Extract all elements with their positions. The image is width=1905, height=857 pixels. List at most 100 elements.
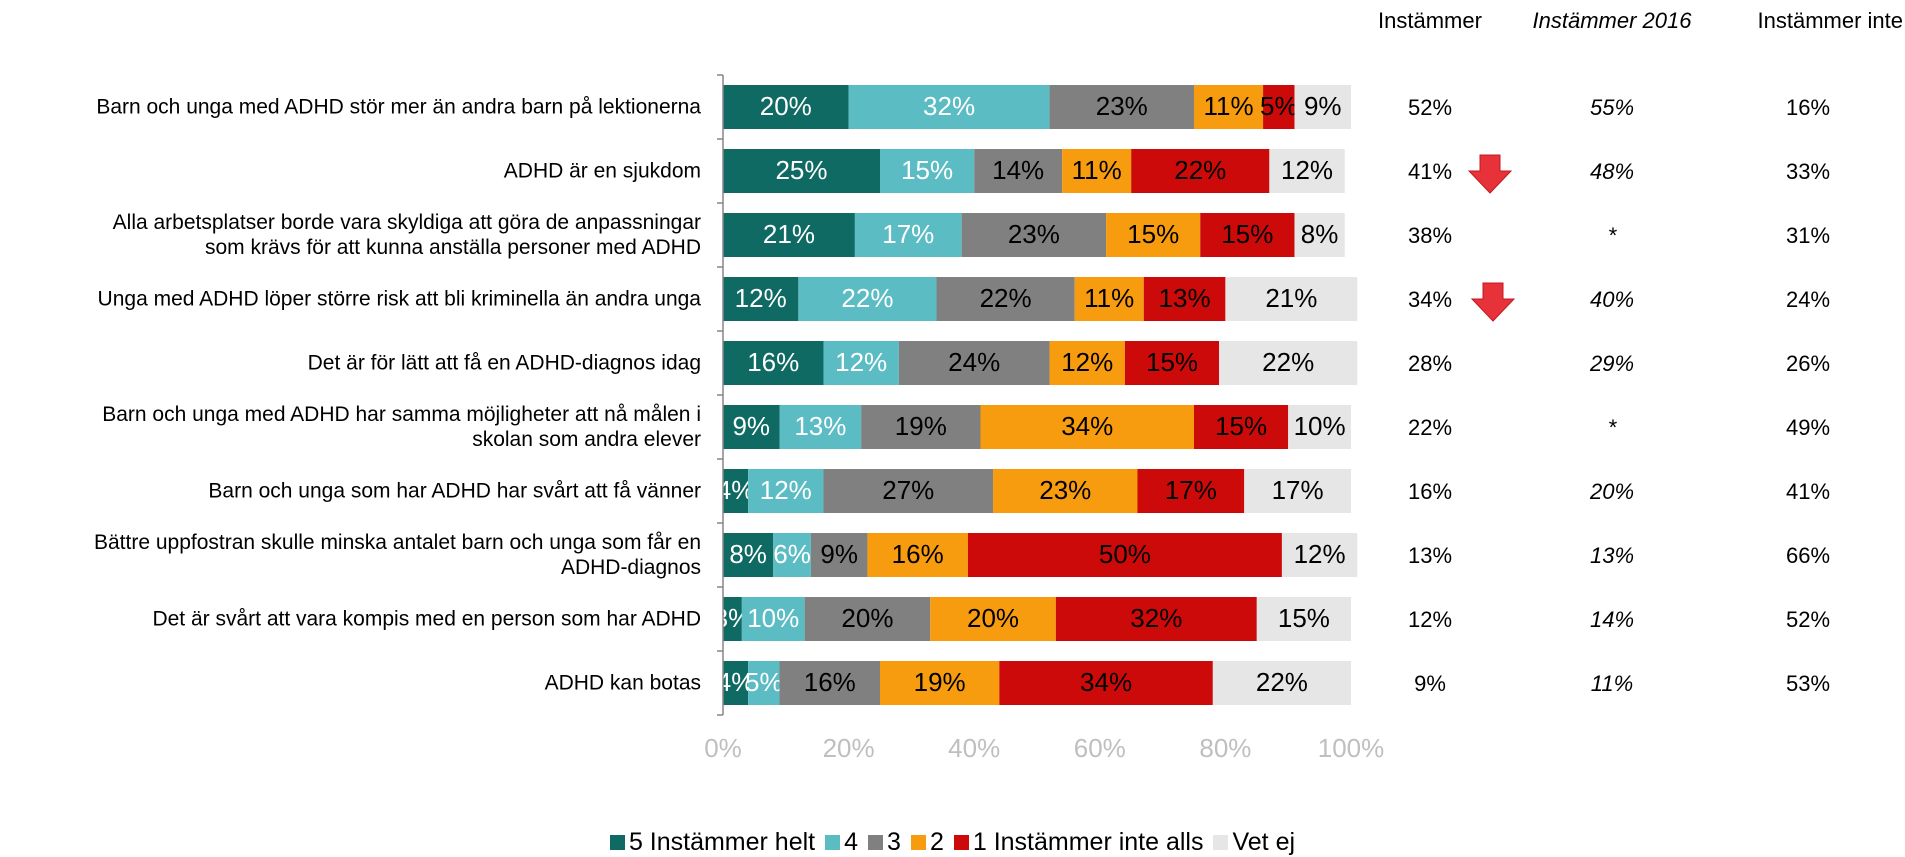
bar-label: 13% — [794, 411, 846, 441]
bar-segment — [1049, 85, 1194, 129]
x-tick-label: 40% — [948, 733, 1000, 763]
bar-segment — [748, 469, 824, 513]
bar-label: 11% — [1203, 91, 1253, 121]
bar-label: 22% — [980, 283, 1032, 313]
bar-label: 14% — [992, 155, 1044, 185]
bar-label: 6% — [773, 539, 811, 569]
bar-label: 16% — [804, 667, 856, 697]
table-cell: 16% — [1408, 479, 1452, 504]
category-label: Alla arbetsplatser borde vara skyldiga a… — [112, 210, 701, 259]
bar-label: 10% — [747, 603, 799, 633]
bar-segment — [1294, 85, 1351, 129]
bar-segment — [1194, 405, 1289, 449]
bar-segment — [936, 277, 1075, 321]
bar-segment — [1062, 149, 1132, 193]
bar-segment — [974, 149, 1063, 193]
bar-label: 5% — [1260, 91, 1298, 121]
bar-label: 8% — [729, 539, 767, 569]
bar-label: 22% — [841, 283, 893, 313]
bar-label: 15% — [1127, 219, 1179, 249]
bar-label: 50% — [1099, 539, 1151, 569]
bar-label: 15% — [1221, 219, 1273, 249]
bar-segment — [1281, 533, 1358, 577]
table-cell: 24% — [1786, 287, 1830, 312]
bar-label: 12% — [1281, 155, 1333, 185]
bar-label: 12% — [835, 347, 887, 377]
bar-segment — [723, 597, 742, 641]
table-cell: 31% — [1786, 223, 1830, 248]
bar-segment — [967, 533, 1282, 577]
bar-label: 22% — [1174, 155, 1226, 185]
legend-swatch — [868, 835, 884, 850]
bar-segment — [1194, 85, 1264, 129]
bar-label: 9% — [732, 411, 770, 441]
bar-segment — [1212, 661, 1351, 705]
category-label: Barn och unga med ADHD stör mer än andra… — [96, 95, 701, 119]
bar-segment — [723, 469, 749, 513]
bar-segment — [1263, 85, 1295, 129]
bar-segment — [723, 661, 749, 705]
bar-segment — [723, 341, 824, 385]
bar-label: 21% — [1265, 283, 1317, 313]
table-cell: 12% — [1408, 607, 1452, 632]
bar-segment — [993, 469, 1138, 513]
bar-label: 12% — [760, 475, 812, 505]
x-tick-label: 100% — [1318, 733, 1385, 763]
bar-segment — [723, 277, 799, 321]
bar-segment — [1225, 277, 1358, 321]
table-cell: 29% — [1589, 351, 1634, 376]
bar-segment — [999, 661, 1213, 705]
legend-item: 2 — [910, 828, 944, 857]
legend-item: 3 — [868, 828, 901, 857]
bar-segment — [748, 661, 780, 705]
bar-segment — [1143, 277, 1226, 321]
legend-swatch — [953, 835, 969, 850]
legend-item: 5 Instämmer helt — [609, 828, 815, 857]
table-cell: 33% — [1786, 159, 1830, 184]
bar-segment — [798, 277, 937, 321]
table-cell: 53% — [1786, 671, 1830, 696]
bar-segment — [848, 85, 1050, 129]
bar-label: 20% — [760, 91, 812, 121]
table-cell: 11% — [1591, 671, 1633, 696]
legend-item: 4 — [825, 828, 858, 857]
bar-label: 16% — [892, 539, 944, 569]
table-cell: 22% — [1408, 415, 1452, 440]
bar-segment — [1256, 597, 1351, 641]
bar-label: 21% — [763, 219, 815, 249]
category-label: Unga med ADHD löper större risk att bli … — [97, 287, 701, 311]
table-cell: 13% — [1408, 543, 1452, 568]
bar-label: 16% — [747, 347, 799, 377]
table-header: Instämmer inte — [1758, 8, 1904, 33]
bar-label: 22% — [1256, 667, 1308, 697]
bar-segment — [823, 341, 899, 385]
bar-label: 27% — [882, 475, 934, 505]
bar-label: 25% — [775, 155, 827, 185]
legend-label: 4 — [844, 828, 859, 856]
x-tick-label: 0% — [704, 733, 742, 763]
bar-segment — [723, 533, 774, 577]
bar-segment — [1124, 341, 1220, 385]
bar-label: 12% — [1294, 539, 1346, 569]
table-cell: 41% — [1786, 479, 1830, 504]
bar-label: 23% — [1096, 91, 1148, 121]
bar-label: 32% — [923, 91, 975, 121]
bar-segment — [861, 405, 981, 449]
bar-label: 9% — [820, 539, 858, 569]
category-label: Det är svårt att vara kompis med en pers… — [152, 607, 701, 631]
bar-segment — [961, 213, 1107, 257]
table-cell: 40% — [1590, 287, 1634, 312]
table-cell: 55% — [1590, 95, 1634, 120]
table-cell: 49% — [1786, 415, 1830, 440]
table-cell: 20% — [1589, 479, 1634, 504]
bar-segment — [741, 597, 805, 641]
table-cell: 34% — [1408, 287, 1452, 312]
bar-segment — [867, 533, 968, 577]
table-cell: 52% — [1786, 607, 1830, 632]
bar-segment — [1137, 469, 1245, 513]
category-label: Det är för lätt att få en ADHD-diagnos i… — [307, 351, 701, 375]
bar-label: 13% — [1159, 283, 1211, 313]
bar-label: 15% — [1215, 411, 1267, 441]
bar-label: 32% — [1130, 603, 1182, 633]
